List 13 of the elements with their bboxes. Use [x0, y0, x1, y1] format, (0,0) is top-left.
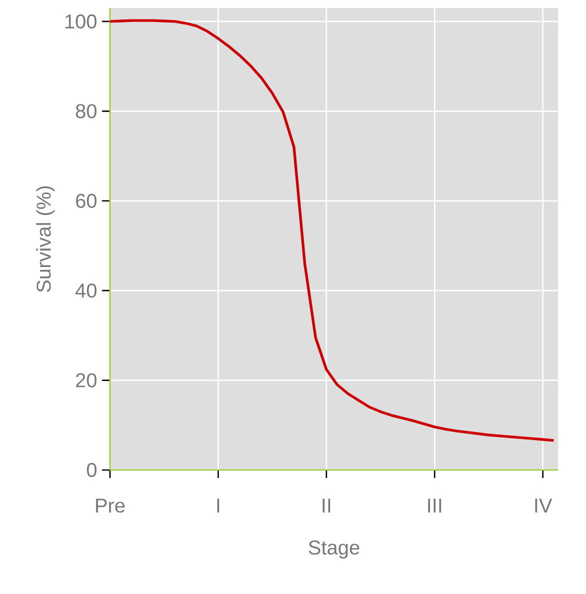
y-tick-label: 80	[76, 104, 96, 118]
x-tick-label: III	[428, 498, 442, 512]
y-axis-title: Survival (%)	[36, 186, 55, 292]
y-tick-label: 20	[76, 373, 96, 388]
y-tick-label: 100	[65, 14, 96, 29]
x-axis-title: Stage	[308, 540, 360, 559]
x-tick-label: IV	[535, 498, 552, 512]
x-tick-label: II	[322, 498, 330, 512]
y-tick-label: 0	[86, 462, 96, 478]
y-tick-label: 40	[76, 284, 96, 298]
x-tick-label: Pre	[96, 498, 125, 513]
x-tick-label: I	[217, 498, 220, 512]
y-tick-label: 60	[76, 194, 96, 208]
